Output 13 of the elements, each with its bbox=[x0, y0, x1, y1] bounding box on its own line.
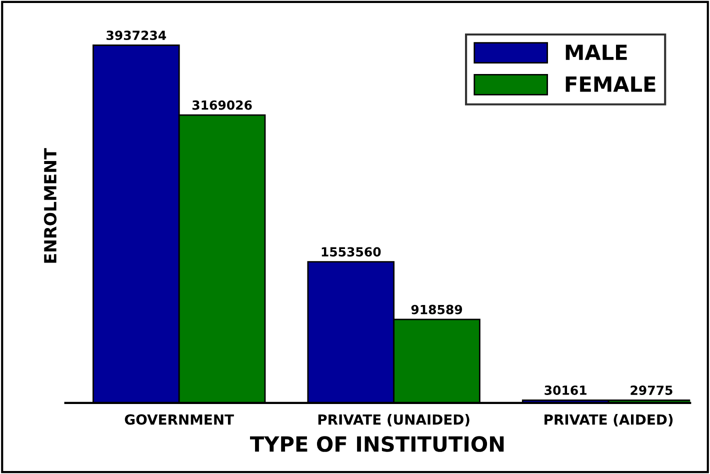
y-axis-title: ENROLMENT bbox=[44, 148, 57, 263]
data-label: 918589 bbox=[411, 304, 462, 314]
x-axis-title: TYPE OF INSTITUTION bbox=[250, 436, 504, 452]
legend-label: MALE bbox=[566, 44, 627, 60]
data-label: 1553560 bbox=[322, 247, 381, 257]
x-tick-label: GOVERNMENT bbox=[124, 414, 234, 425]
data-label: 30161 bbox=[544, 386, 586, 395]
data-label: 29775 bbox=[630, 386, 672, 395]
data-label: 3937234 bbox=[106, 30, 166, 40]
x-tick-label: PRIVATE (UNAIDED) bbox=[318, 414, 470, 426]
legend-label: FEMALE bbox=[566, 76, 656, 92]
x-tick-label: PRIVATE (AIDED) bbox=[544, 414, 673, 426]
data-label: 3169026 bbox=[192, 100, 252, 110]
